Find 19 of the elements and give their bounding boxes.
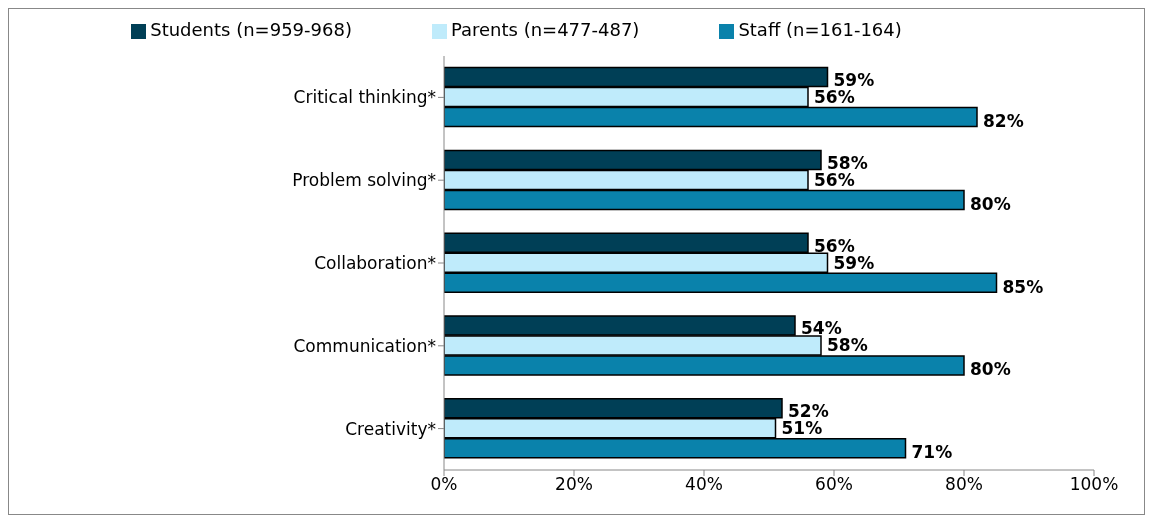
x-tick-label: 20%: [555, 474, 593, 495]
data-label: 82%: [983, 111, 1024, 132]
x-tick-label: 80%: [945, 474, 983, 495]
legend-label: Staff (n=161-164): [738, 19, 902, 40]
data-label: 85%: [1002, 276, 1044, 297]
x-tick-label: 40%: [685, 474, 723, 495]
y-tick-label: Communication*: [293, 335, 436, 356]
legend-label: Parents (n=477-487): [450, 19, 640, 40]
y-tick-label: Collaboration*: [314, 253, 436, 274]
x-tick-label: 0%: [430, 474, 458, 495]
data-label: 71%: [911, 442, 953, 463]
legend-label: Students (n=959-968): [150, 19, 352, 40]
data-label: 80%: [970, 359, 1011, 380]
x-tick-label: 100%: [1069, 474, 1119, 495]
y-tick-label: Creativity*: [345, 418, 436, 439]
data-label: 80%: [970, 193, 1011, 214]
y-tick-label: Problem solving*: [292, 170, 436, 191]
y-tick-label: Critical thinking*: [293, 87, 436, 108]
x-tick-label: 60%: [815, 474, 853, 495]
